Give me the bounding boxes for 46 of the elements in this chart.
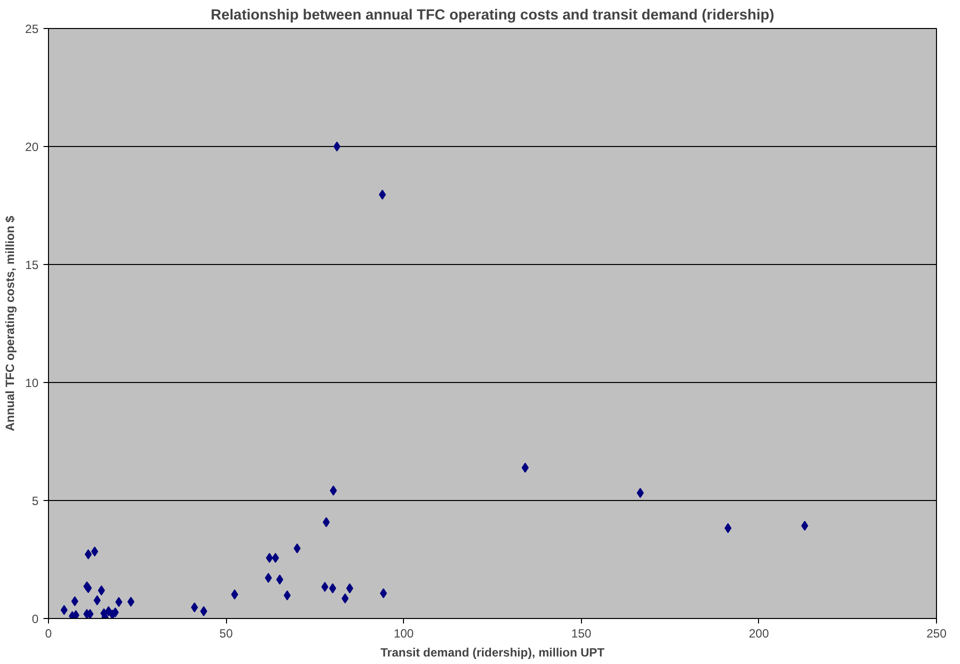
point xyxy=(190,602,198,612)
point xyxy=(522,462,529,473)
point xyxy=(380,588,387,598)
y-tick-label: 25 xyxy=(25,22,39,36)
point xyxy=(264,572,272,583)
x-tick-label: 150 xyxy=(571,626,592,640)
x-axis-title: Transit demand (ridership), million UPT xyxy=(380,646,606,660)
point xyxy=(342,593,349,604)
point xyxy=(127,596,134,607)
point xyxy=(378,190,386,200)
point xyxy=(284,590,291,600)
point xyxy=(94,595,101,606)
chart-title: Relationship between annual TFC operating costs and transit demand (ridership) xyxy=(210,8,774,24)
point xyxy=(272,552,279,563)
point xyxy=(200,606,208,616)
point xyxy=(71,596,78,606)
point xyxy=(231,589,238,600)
point xyxy=(329,583,336,594)
point xyxy=(294,543,301,554)
point xyxy=(276,574,284,585)
y-tick-label: 15 xyxy=(25,258,39,272)
point xyxy=(84,549,92,560)
point xyxy=(105,606,112,616)
y-tick-label: 0 xyxy=(32,612,39,626)
x-tick-label: 200 xyxy=(748,626,770,640)
x-tick-label: 100 xyxy=(394,626,414,640)
point xyxy=(636,488,644,498)
x-tick-label: 250 xyxy=(926,626,947,640)
point xyxy=(330,486,337,496)
point xyxy=(91,546,98,556)
point xyxy=(346,583,354,594)
point xyxy=(322,517,330,528)
point xyxy=(60,605,68,616)
x-tick-label: 0 xyxy=(45,626,52,640)
y-tick-label: 20 xyxy=(25,140,39,154)
point xyxy=(112,607,119,618)
point xyxy=(98,585,105,596)
point xyxy=(115,596,122,607)
point xyxy=(333,142,340,152)
y-tick-label: 5 xyxy=(32,494,39,508)
y-axis-title: Annual TFC operating costs, million $ xyxy=(3,216,18,432)
y-tick-label: 10 xyxy=(25,376,39,390)
x-tick-label: 50 xyxy=(219,626,234,640)
point xyxy=(801,520,808,531)
point xyxy=(266,552,273,563)
point xyxy=(321,582,328,592)
